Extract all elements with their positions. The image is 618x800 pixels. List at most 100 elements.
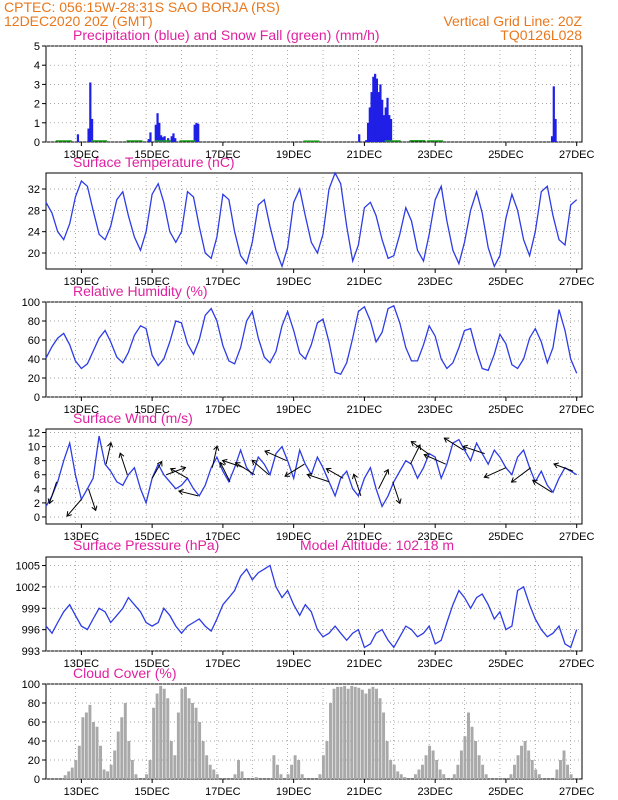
wind-vector: [48, 481, 58, 504]
cloud-cover-bar: [95, 726, 99, 779]
wind-title: Surface Wind (m/s): [73, 410, 193, 426]
wind-arrowhead: [423, 453, 430, 459]
snowfall-bar: [427, 140, 444, 142]
precip-bar: [87, 128, 90, 142]
y-tick-label: 10: [28, 442, 40, 454]
x-tick-label: 15DEC: [134, 276, 170, 288]
y-tick-label: 80: [28, 316, 40, 328]
y-tick-label: 3: [34, 79, 40, 91]
wind-vector: [444, 437, 464, 451]
cloud-cover-bar: [456, 764, 460, 779]
location-header: CPTEC: 056:15W-28:31S SAO BORJA (RS): [4, 0, 280, 15]
y-tick-label: 0: [34, 392, 40, 404]
cloud-cover-bar: [240, 771, 244, 779]
x-tick-label: 25DEC: [488, 276, 524, 288]
wind-arrowhead: [443, 437, 450, 443]
wind-vector: [151, 461, 163, 479]
cloud-cover-bar: [413, 774, 417, 779]
x-tick-label: 21DEC: [347, 276, 383, 288]
wind-arrowhead: [395, 498, 402, 505]
cloud-cover-bar: [339, 686, 343, 779]
wind-vector: [170, 468, 188, 479]
wind-arrowhead: [107, 441, 114, 448]
x-tick-label: 15DEC: [134, 658, 170, 670]
x-tick-label: 19DEC: [276, 531, 312, 543]
x-tick-label: 17DEC: [205, 404, 241, 416]
snowfall-bar: [91, 140, 108, 142]
x-tick-label: 21DEC: [347, 404, 383, 416]
y-tick-label: 4: [34, 484, 40, 496]
cloud-cover-bar: [537, 774, 541, 779]
wind-vector: [378, 469, 389, 490]
x-tick-label: 21DEC: [347, 658, 383, 670]
x-tick-label: 25DEC: [488, 786, 524, 798]
cloud-cover-bar: [77, 745, 81, 779]
y-tick-label: 8: [34, 456, 40, 468]
y-tick-label: 996: [22, 625, 40, 637]
cloud-cover-bar: [325, 741, 329, 779]
wind-arrowhead: [510, 477, 517, 483]
cloud-cover-bar: [509, 774, 513, 779]
x-tick-label: 19DEC: [276, 276, 312, 288]
cloud-cover-bar: [116, 731, 120, 779]
wind-vector: [105, 442, 112, 465]
series-line: [45, 304, 578, 375]
x-tick-label: 27DEC: [559, 149, 595, 161]
x-tick-label: 15DEC: [134, 786, 170, 798]
precip-bar: [552, 86, 555, 142]
precip-bar: [384, 107, 387, 142]
cloud-cover-bar: [403, 777, 407, 779]
model-id-header: TQ0126L028: [500, 27, 582, 43]
y-tick-label: 20: [28, 755, 40, 767]
wind-arrowhead: [462, 444, 469, 451]
cloud-cover-bar: [169, 741, 173, 779]
cloud-cover-bar: [63, 775, 67, 779]
cloud-cover-bar: [130, 760, 134, 779]
precip-bar: [195, 122, 198, 142]
series-line: [45, 564, 578, 649]
cloud-cover-bar: [470, 726, 474, 779]
wind-arrowhead: [66, 511, 72, 517]
cloud-cover-bar: [481, 764, 485, 779]
cloud-cover-bar: [212, 769, 216, 779]
x-tick-label: 15DEC: [134, 404, 170, 416]
cloud-cover-bar: [99, 745, 103, 779]
wind-arrowhead: [483, 472, 490, 479]
y-tick-label: 12: [28, 428, 40, 440]
x-tick-label: 13DEC: [64, 276, 100, 288]
snowfall-bar: [303, 140, 320, 142]
cloud-cover-bar: [435, 760, 439, 779]
cloud-cover-bar: [421, 764, 424, 779]
cloud-cover-bar: [438, 769, 442, 779]
precip-bar: [149, 132, 152, 142]
y-tick-label: 0: [34, 774, 40, 786]
cloud-cover-bar: [109, 764, 113, 779]
wind-arrowhead: [264, 449, 270, 456]
precip-bar: [381, 99, 384, 142]
cloud-cover-bar: [520, 745, 524, 779]
cloud-cover-bar: [424, 755, 428, 779]
cloud-cover-bar: [452, 774, 456, 779]
x-tick-label: 27DEC: [559, 531, 595, 543]
wind-arrowhead: [118, 452, 125, 459]
wind-vector: [251, 459, 270, 476]
cloud-cover-bar: [378, 698, 382, 779]
x-tick-label: 13DEC: [64, 531, 100, 543]
x-tick-label: 25DEC: [488, 149, 524, 161]
y-tick-label: 2: [34, 99, 40, 111]
wind-arrowhead: [383, 468, 390, 475]
cloud-cover-bar: [431, 750, 435, 779]
y-tick-label: 60: [28, 717, 40, 729]
cloud-cover-bar: [198, 722, 202, 779]
y-tick-label: 40: [28, 736, 40, 748]
x-tick-label: 25DEC: [488, 404, 524, 416]
cloud-cover-bar: [67, 771, 71, 779]
x-tick-label: 13DEC: [64, 404, 100, 416]
wind-vector: [532, 479, 553, 493]
cloud-cover-bar: [336, 686, 340, 779]
x-tick-label: 23DEC: [417, 658, 453, 670]
cloud-cover-bar: [70, 767, 74, 779]
cloud-cover-bar: [297, 760, 301, 779]
cloud-cover-bar: [102, 769, 106, 779]
